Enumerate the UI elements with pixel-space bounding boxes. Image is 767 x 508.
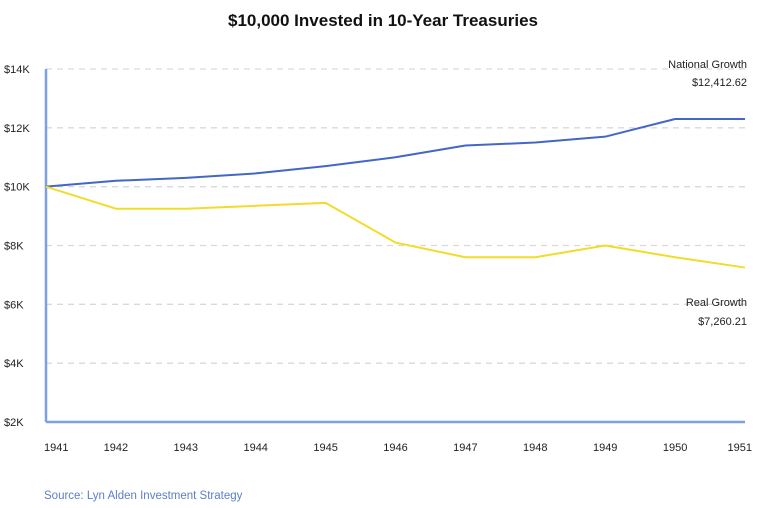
y-tick-label: $14K <box>4 64 30 76</box>
x-tick-label: 1947 <box>453 442 477 454</box>
y-tick-label: $2K <box>4 417 24 429</box>
x-tick-label: 1943 <box>174 442 198 454</box>
x-axis-ticks: 1941 1942 1943 1944 1945 1946 1947 1948 1949 1950… <box>44 442 752 454</box>
real-growth-line <box>45 185 746 269</box>
real-growth-label: Real Growth <box>686 297 747 309</box>
y-axis-ticks: $2K $4K $6K $8K $10K $12K $14K <box>4 64 30 429</box>
y-tick-label: $8K <box>4 241 24 253</box>
x-tick-label: 1941 <box>44 442 68 454</box>
x-tick-label: 1945 <box>313 442 337 454</box>
x-tick-label: 1946 <box>383 442 407 454</box>
y-tick-label: $12K <box>4 123 30 135</box>
national-growth-value: $12,412.62 <box>692 77 747 89</box>
real-growth-value: $7,260.21 <box>698 316 747 328</box>
national-growth-label: National Growth <box>668 59 747 71</box>
y-tick-label: $10K <box>4 182 30 194</box>
source-note: Source: Lyn Alden Investment Strategy <box>44 490 243 502</box>
x-tick-label: 1948 <box>523 442 547 454</box>
gridlines <box>46 68 745 364</box>
x-tick-label: 1950 <box>663 442 687 454</box>
y-tick-label: $6K <box>4 299 24 311</box>
x-tick-label: 1944 <box>243 442 267 454</box>
y-tick-label: $4K <box>4 358 24 370</box>
national-growth-line <box>45 118 745 188</box>
chart-title: $10,000 Invested in 10-Year Treasuries <box>228 11 538 30</box>
x-tick-label: 1942 <box>104 442 128 454</box>
x-tick-label: 1951 <box>728 442 752 454</box>
series-lines <box>45 118 746 269</box>
x-tick-label: 1949 <box>593 442 617 454</box>
